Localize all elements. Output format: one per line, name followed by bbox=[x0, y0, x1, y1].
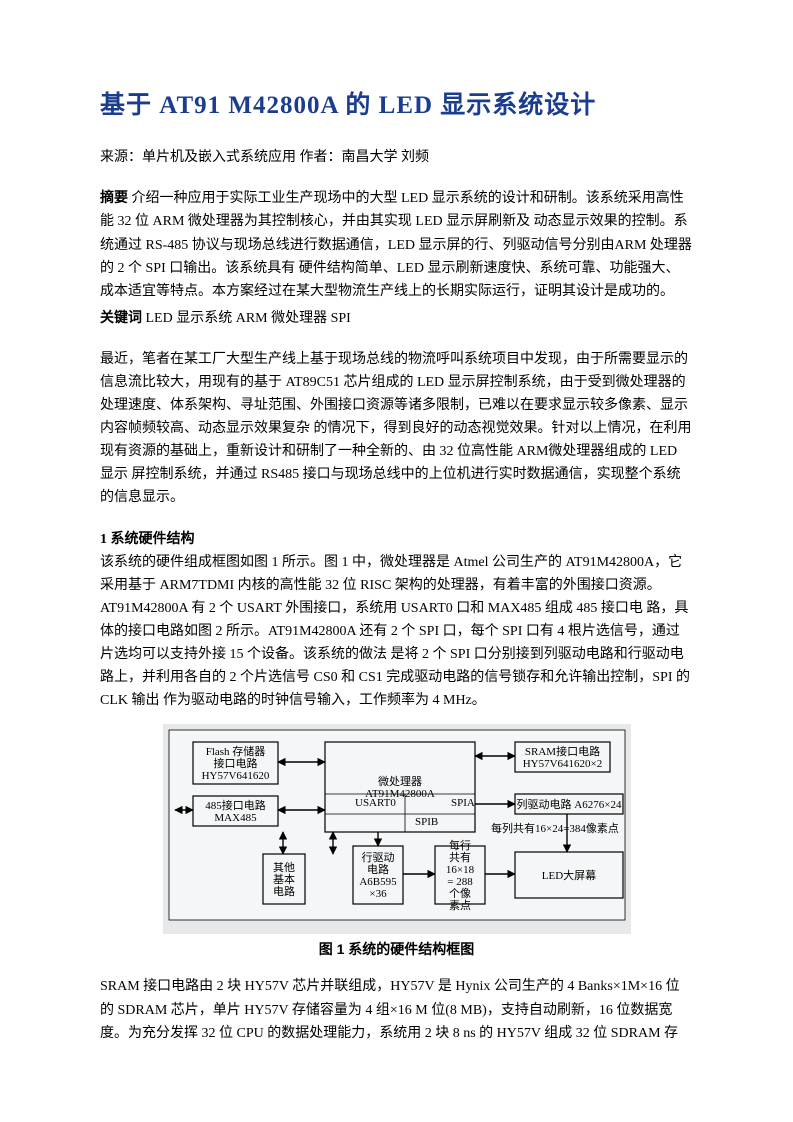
keywords-text: LED 显示系统 ARM 微处理器 SPI bbox=[142, 311, 351, 326]
svg-text:USART0: USART0 bbox=[355, 797, 396, 809]
svg-text:素点: 素点 bbox=[449, 899, 471, 912]
svg-text:×36: ×36 bbox=[369, 888, 387, 900]
keywords-label: 关键词 bbox=[100, 311, 142, 326]
svg-text:列驱动电路 A6276×24: 列驱动电路 A6276×24 bbox=[516, 797, 621, 811]
svg-text:A6B595: A6B595 bbox=[359, 876, 397, 888]
abstract: 摘要 介绍一种应用于实际工业生产现场中的大型 LED 显示系统的设计和研制。该系… bbox=[100, 187, 693, 302]
figure-1: Flash 存储器接口电路HY57V641620微处理器AT91M42800AS… bbox=[100, 724, 693, 961]
svg-text:16×18: 16×18 bbox=[445, 864, 474, 876]
figure-1-diagram: Flash 存储器接口电路HY57V641620微处理器AT91M42800AS… bbox=[163, 724, 631, 934]
svg-text:共有: 共有 bbox=[449, 850, 471, 864]
svg-text:微处理器: 微处理器 bbox=[378, 774, 422, 788]
svg-text:每列共有16×24=384像素点: 每列共有16×24=384像素点 bbox=[491, 821, 619, 835]
svg-text:个像: 个像 bbox=[449, 887, 471, 900]
figure-1-caption: 图 1 系统的硬件结构框图 bbox=[100, 938, 693, 961]
svg-text:SRAM接口电路: SRAM接口电路 bbox=[524, 745, 599, 758]
svg-text:电路: 电路 bbox=[367, 863, 389, 876]
svg-text:电路: 电路 bbox=[273, 885, 295, 898]
svg-text:基本: 基本 bbox=[273, 872, 295, 886]
svg-text:每行: 每行 bbox=[449, 838, 471, 852]
svg-text:LED大屏幕: LED大屏幕 bbox=[541, 868, 595, 882]
svg-text:Flash 存储器: Flash 存储器 bbox=[205, 744, 265, 758]
svg-text:485接口电路: 485接口电路 bbox=[205, 799, 266, 812]
svg-text:接口电路: 接口电路 bbox=[213, 757, 257, 770]
page-title: 基于 AT91 M42800A 的 LED 显示系统设计 bbox=[100, 85, 693, 126]
abstract-label: 摘要 bbox=[100, 191, 128, 206]
section-1-heading: 1 系统硬件结构 bbox=[100, 528, 693, 551]
svg-text:其他: 其他 bbox=[273, 861, 295, 874]
svg-text:SPIA: SPIA bbox=[451, 797, 475, 809]
abstract-text: 介绍一种应用于实际工业生产现场中的大型 LED 显示系统的设计和研制。该系统采用… bbox=[100, 191, 692, 298]
section-1-text: 该系统的硬件组成框图如图 1 所示。图 1 中，微处理器是 Atmel 公司生产… bbox=[100, 551, 693, 713]
source-line: 来源：单片机及嵌入式系统应用 作者：南昌大学 刘频 bbox=[100, 146, 693, 169]
svg-text:= 288: = 288 bbox=[447, 876, 473, 888]
svg-text:MAX485: MAX485 bbox=[214, 812, 257, 824]
svg-text:HY57V641620: HY57V641620 bbox=[201, 770, 269, 782]
svg-text:SPIB: SPIB bbox=[415, 816, 438, 828]
sram-paragraph: SRAM 接口电路由 2 块 HY57V 芯片并联组成，HY57V 是 Hyni… bbox=[100, 975, 693, 1044]
keywords: 关键词 LED 显示系统 ARM 微处理器 SPI bbox=[100, 307, 693, 330]
svg-text:HY57V641620×2: HY57V641620×2 bbox=[522, 758, 602, 770]
intro-paragraph: 最近，笔者在某工厂大型生产线上基于现场总线的物流呼叫系统项目中发现，由于所需要显… bbox=[100, 348, 693, 510]
svg-text:行驱动: 行驱动 bbox=[361, 851, 394, 864]
